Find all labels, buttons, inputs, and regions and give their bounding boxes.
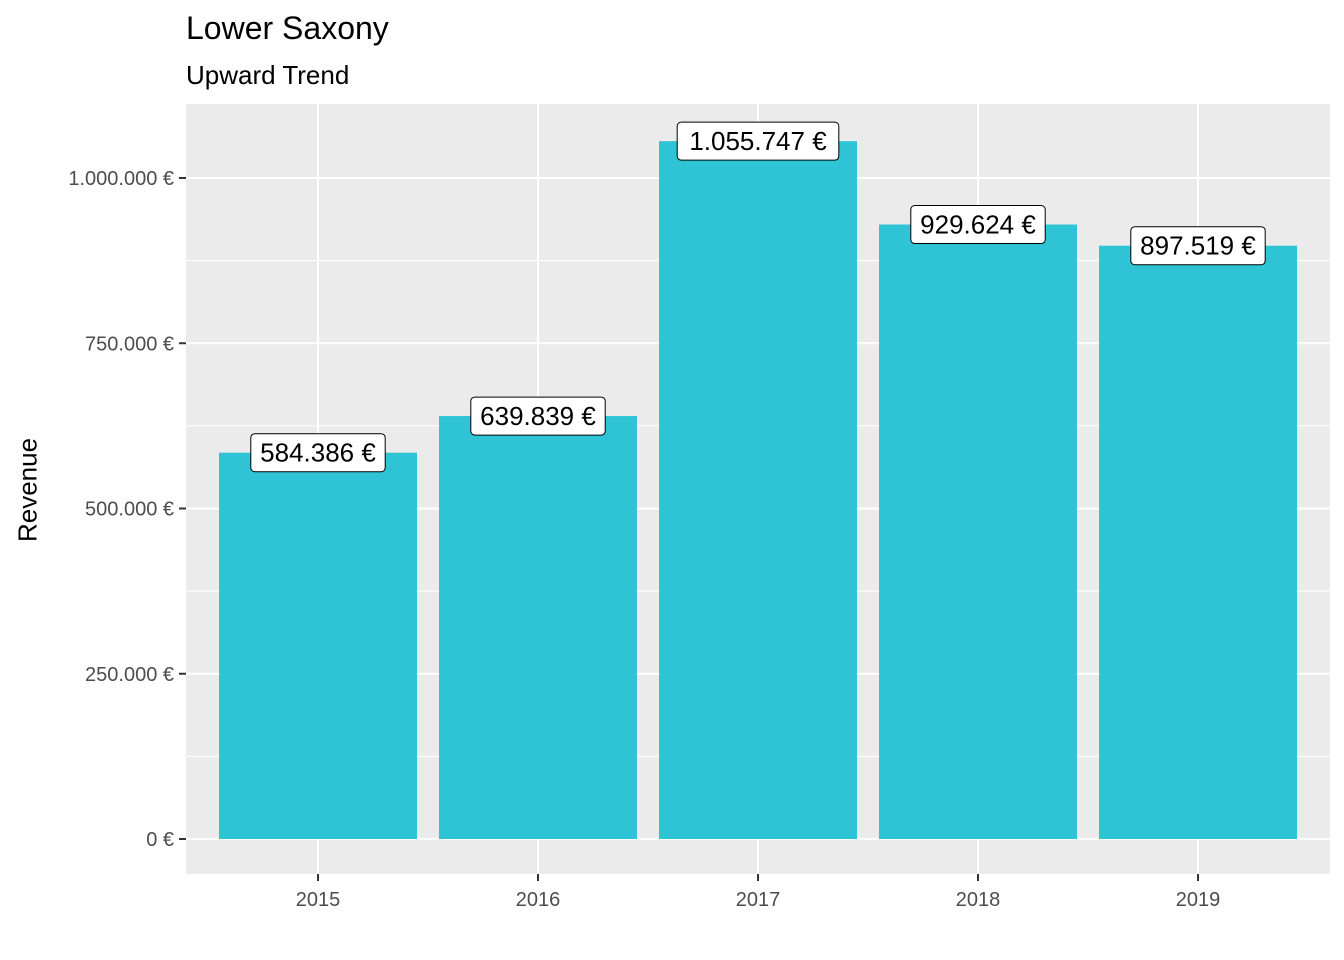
data-label-box bbox=[676, 121, 840, 161]
y-tick-label: 500.000 € bbox=[85, 499, 174, 521]
data-label-box bbox=[1130, 226, 1266, 266]
y-tick-label: 0 € bbox=[146, 829, 174, 851]
y-tick-label: 250.000 € bbox=[85, 664, 174, 686]
bar-2017 bbox=[659, 141, 857, 839]
chart-title: Lower Saxony bbox=[186, 10, 389, 46]
bar-2016 bbox=[439, 416, 637, 839]
x-tick-label: 2016 bbox=[516, 889, 561, 911]
x-tick-label: 2017 bbox=[736, 889, 781, 911]
y-tick-label: 1.000.000 € bbox=[68, 168, 174, 190]
data-label: 897.519 € bbox=[1140, 231, 1256, 261]
bar-2015 bbox=[219, 452, 417, 839]
data-label: 639.839 € bbox=[480, 401, 596, 431]
y-tick-label: 750.000 € bbox=[85, 333, 174, 355]
data-label: 929.624 € bbox=[920, 210, 1036, 240]
x-tick-label: 2015 bbox=[296, 889, 341, 911]
data-label-box bbox=[910, 205, 1046, 245]
bar-2019 bbox=[1099, 245, 1297, 840]
x-tick-label: 2019 bbox=[1176, 889, 1221, 911]
data-label: 1.055.747 € bbox=[689, 126, 827, 156]
data-label-box bbox=[470, 396, 606, 436]
chart-subtitle: Upward Trend bbox=[186, 60, 350, 90]
data-label: 584.386 € bbox=[260, 438, 376, 468]
data-label-box bbox=[250, 433, 386, 473]
x-tick-label: 2018 bbox=[956, 889, 1001, 911]
bar-2018 bbox=[879, 224, 1077, 839]
